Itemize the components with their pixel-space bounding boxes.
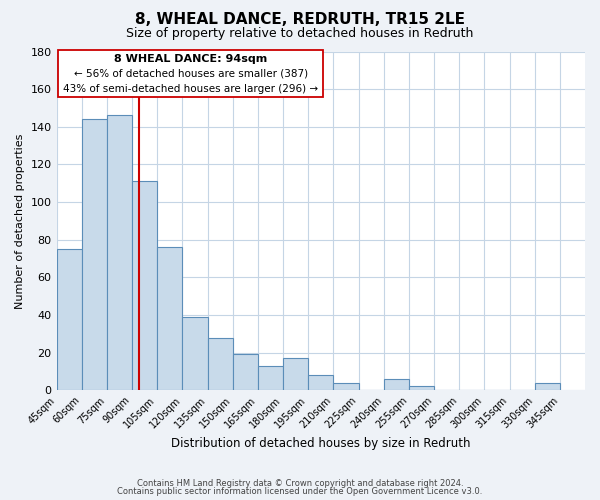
Y-axis label: Number of detached properties: Number of detached properties [15, 133, 25, 308]
Text: Contains public sector information licensed under the Open Government Licence v3: Contains public sector information licen… [118, 487, 482, 496]
Bar [208, 338, 233, 390]
Bar [308, 375, 334, 390]
Bar [283, 358, 308, 390]
Text: 8, WHEAL DANCE, REDRUTH, TR15 2LE: 8, WHEAL DANCE, REDRUTH, TR15 2LE [135, 12, 465, 28]
Bar [258, 366, 283, 390]
X-axis label: Distribution of detached houses by size in Redruth: Distribution of detached houses by size … [171, 437, 470, 450]
Bar [535, 382, 560, 390]
Bar [132, 182, 157, 390]
Bar [107, 116, 132, 390]
Bar [56, 249, 82, 390]
Text: ← 56% of detached houses are smaller (387): ← 56% of detached houses are smaller (38… [74, 68, 308, 78]
Bar [334, 382, 359, 390]
Text: Contains HM Land Registry data © Crown copyright and database right 2024.: Contains HM Land Registry data © Crown c… [137, 478, 463, 488]
Bar [182, 317, 208, 390]
Text: Size of property relative to detached houses in Redruth: Size of property relative to detached ho… [127, 28, 473, 40]
Text: 8 WHEAL DANCE: 94sqm: 8 WHEAL DANCE: 94sqm [114, 54, 268, 64]
Bar [409, 386, 434, 390]
Bar [383, 379, 409, 390]
Bar [157, 247, 182, 390]
Bar [233, 354, 258, 390]
Bar [82, 119, 107, 390]
Text: 43% of semi-detached houses are larger (296) →: 43% of semi-detached houses are larger (… [63, 84, 319, 94]
FancyBboxPatch shape [58, 50, 323, 96]
